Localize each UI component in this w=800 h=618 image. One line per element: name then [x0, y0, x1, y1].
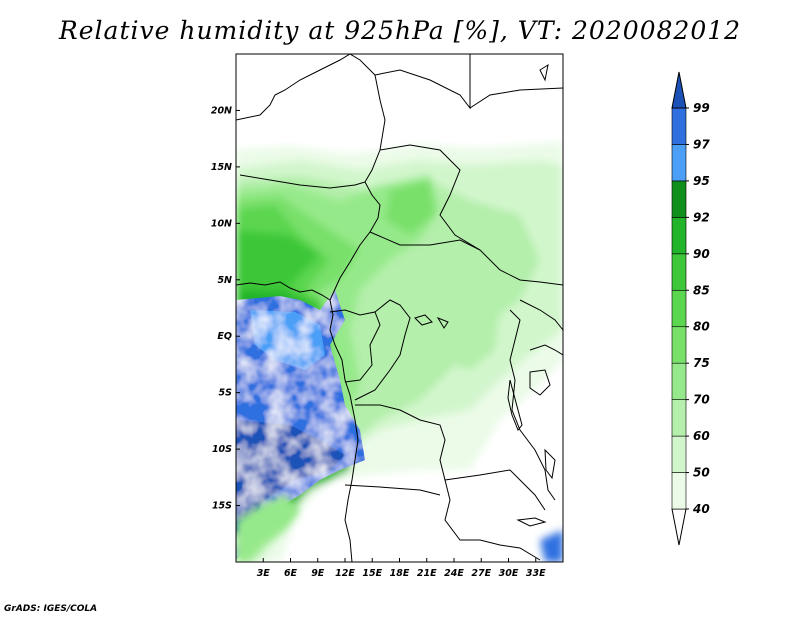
- x-tick-label: 21E: [417, 568, 437, 579]
- x-tick-label: 12E: [335, 568, 355, 579]
- colorbar-bin: [671, 180, 687, 218]
- x-tick-label: 6E: [284, 568, 298, 579]
- colorbar-label: 92: [693, 210, 710, 224]
- y-tick-label: 5S: [219, 388, 233, 399]
- country-borders: [236, 54, 563, 562]
- x-tick-label: 30E: [499, 568, 519, 579]
- colorbar-bin: [671, 326, 687, 364]
- colorbar-label: 97: [693, 137, 710, 151]
- humidity-field: [236, 54, 563, 562]
- colorbar: 40 50 60 70 75 80 85 90 92 95 97 99: [671, 71, 710, 546]
- colorbar-high-triangle: [671, 71, 687, 109]
- y-axis: 20N 15N 10N 5N EQ 5S 10S 15S: [211, 105, 240, 512]
- colorbar-bin: [671, 107, 687, 145]
- y-tick-label: 10S: [212, 444, 232, 455]
- y-tick-label: 15S: [212, 501, 232, 512]
- colorbar-label: 95: [693, 174, 710, 188]
- x-tick-label: 15E: [362, 568, 382, 579]
- y-tick-label: 15N: [211, 162, 232, 173]
- colorbar-label: 40: [692, 502, 710, 516]
- colorbar-bin: [671, 144, 687, 182]
- colorbar-bin: [671, 253, 687, 291]
- colorbar-label: 99: [693, 101, 710, 115]
- y-tick-label: 10N: [211, 218, 232, 229]
- colorbar-bin: [671, 399, 687, 437]
- colorbar-low-triangle: [671, 508, 687, 546]
- x-tick-label: 18E: [390, 568, 410, 579]
- colorbar-bin: [671, 289, 687, 328]
- colorbar-bin: [671, 472, 687, 510]
- map-title: Relative humidity at 925hPa [%], VT: 202…: [58, 16, 742, 45]
- colorbar-label: 85: [693, 283, 710, 297]
- colorbar-bin: [671, 435, 687, 473]
- x-tick-label: 27E: [471, 568, 491, 579]
- colorbar-label: 90: [693, 247, 710, 261]
- colorbar-label: 70: [693, 393, 710, 407]
- colorbar-label: 60: [693, 429, 710, 443]
- x-axis: 3E 6E 9E 12E 15E 18E 21E 24E 27E 30E 33E: [257, 558, 546, 579]
- x-tick-label: 24E: [444, 568, 464, 579]
- x-tick-label: 9E: [311, 568, 325, 579]
- y-tick-label: 5N: [217, 275, 232, 286]
- y-tick-label: 20N: [211, 105, 232, 116]
- x-tick-label: 33E: [526, 568, 546, 579]
- x-tick-label: 3E: [257, 568, 271, 579]
- colorbar-bin: [671, 362, 687, 400]
- y-tick-label: EQ: [217, 331, 232, 342]
- colorbar-label: 75: [693, 356, 710, 370]
- grads-credit: GrADS: IGES/COLA: [4, 604, 98, 614]
- colorbar-label: 50: [693, 466, 710, 480]
- colorbar-label: 80: [693, 320, 710, 334]
- colorbar-bin: [671, 217, 687, 255]
